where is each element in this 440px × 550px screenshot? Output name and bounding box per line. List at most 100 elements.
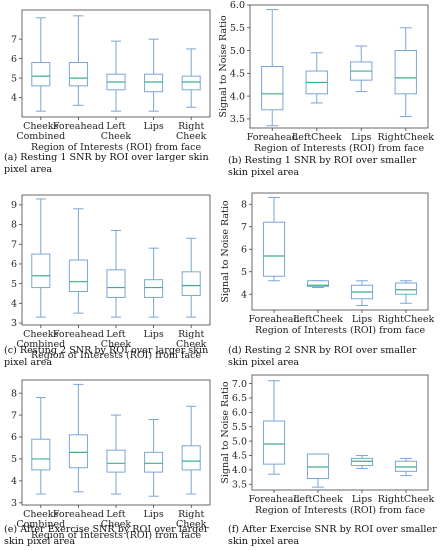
x-tick-label: Foreahead <box>248 314 299 325</box>
box-iqr <box>306 453 330 479</box>
box-iqr <box>181 445 201 471</box>
y-tick-label: 5.0 <box>232 436 247 447</box>
x-tick-label: Cheek <box>101 519 132 530</box>
chart-panel-4: 3 4 5 6 7 8 Signal to Noise Ratio CheeksCombine… <box>0 379 211 541</box>
box-iqr <box>181 75 201 91</box>
x-tick-label: Cheek <box>176 519 207 530</box>
y-tick-label: 4.0 <box>230 91 245 102</box>
y-tick-label: 9 <box>11 200 17 211</box>
x-tick-label: Right <box>178 329 204 340</box>
y-tick-label: 7.0 <box>232 379 247 390</box>
x-tick-label: Cheek <box>176 339 207 350</box>
x-tick-label: Combined <box>16 131 65 142</box>
plot-frame <box>251 374 429 491</box>
x-tick-label: Lips <box>352 494 372 505</box>
caption-e: (e) After Exercise SNR by ROI over large… <box>4 524 209 547</box>
y-tick-label: 6.0 <box>230 0 245 11</box>
x-tick-label: RightCheek <box>377 132 434 143</box>
y-axis-title: Signal to Noise Ratio <box>220 381 231 484</box>
chart-panel-2: 3 4 5 6 7 8 9 Signal to Noise Ratio CheeksCombin… <box>0 194 211 361</box>
y-tick-label: 3.5 <box>232 479 247 490</box>
box-iqr <box>68 259 88 293</box>
x-tick-label: Cheek <box>101 339 132 350</box>
caption-d: (d) Resting 2 SNR by ROI over smaller sk… <box>228 345 417 368</box>
x-tick-label: Lips <box>143 509 163 520</box>
y-tick-label: 6.5 <box>232 393 247 404</box>
y-tick-label: 4 <box>11 93 17 104</box>
x-tick-label: Lips <box>143 121 163 132</box>
box-iqr <box>394 50 417 95</box>
y-tick-label: 5 <box>11 279 17 290</box>
box-iqr <box>144 451 164 473</box>
x-tick-label: Combined <box>16 519 65 530</box>
box-iqr <box>144 73 164 93</box>
x-tick-label: Foreahead <box>247 132 298 143</box>
x-tick-label: RightCheek <box>378 314 435 325</box>
box-iqr <box>262 221 286 277</box>
chart-panel-3: 4 5 6 7 8 Signal to Noise Ratio ForeaheadLeftC… <box>220 192 435 336</box>
y-axis-title: Signal to Noise Ratio <box>218 15 229 118</box>
box-iqr <box>31 253 51 289</box>
x-axis-title: Region of Interests (ROI) from face <box>254 143 425 154</box>
x-tick-label: Cheeks <box>23 509 58 520</box>
y-tick-label: 8 <box>11 388 17 399</box>
x-tick-label: Cheek <box>176 131 207 142</box>
y-axis-title: Signal to Noise Ratio <box>220 200 231 303</box>
y-axis-title: Signal to Noise Ratio <box>0 12 1 115</box>
box-iqr <box>306 280 330 287</box>
caption-f: (f) After Exercise SNR by ROI over small… <box>228 524 437 547</box>
plot-frame <box>249 4 429 129</box>
y-tick-label: 4.0 <box>232 465 247 476</box>
x-tick-label: Right <box>178 121 204 132</box>
x-tick-label: Foreahead <box>53 509 104 520</box>
x-axis-title: Region of Interests (ROI) from face <box>31 142 202 153</box>
y-tick-label: 4.5 <box>232 451 247 462</box>
box-iqr <box>261 66 284 111</box>
box-iqr <box>106 449 126 473</box>
box-iqr <box>262 420 286 465</box>
x-tick-label: Foreahead <box>53 121 104 132</box>
y-tick-label: 5.0 <box>230 46 245 57</box>
y-tick-label: 3.5 <box>230 114 245 125</box>
x-axis-title: Region of Interests (ROI) from face <box>31 530 202 541</box>
x-tick-label: Lips <box>143 329 163 340</box>
x-tick-label: Right <box>178 509 204 520</box>
x-tick-label: Left <box>106 509 125 520</box>
x-tick-label: Cheeks <box>23 329 58 340</box>
x-tick-label: LeftCheek <box>293 314 343 325</box>
x-tick-label: Foreahead <box>53 329 104 340</box>
caption-c: (c) Resting 2 SNR by ROI over larger ski… <box>4 345 209 368</box>
y-tick-label: 3 <box>11 498 17 509</box>
y-tick-label: 7 <box>241 222 247 233</box>
x-axis-title: Region of Interests (ROI) from face <box>255 505 426 516</box>
x-tick-label: LeftCheek <box>293 494 343 505</box>
box-iqr <box>394 460 418 472</box>
x-tick-label: Combined <box>16 339 65 350</box>
y-tick-label: 7 <box>11 410 17 421</box>
y-tick-label: 6 <box>11 54 17 65</box>
y-tick-label: 8 <box>11 220 17 231</box>
x-tick-label: Left <box>106 329 125 340</box>
y-tick-label: 3 <box>11 318 17 329</box>
y-axis-title: Signal to Noise Ratio <box>0 391 1 494</box>
x-axis-title: Region of Interests (ROI) from face <box>255 325 426 336</box>
box-iqr <box>350 457 374 467</box>
y-tick-label: 6 <box>11 432 17 443</box>
box-iqr <box>31 438 51 471</box>
x-tick-label: Left <box>106 121 125 132</box>
x-tick-label: Foreahead <box>248 494 299 505</box>
y-axis-title: Signal to Noise Ratio <box>0 209 1 312</box>
y-tick-label: 7 <box>11 239 17 250</box>
chart-panel-0: 4 5 6 7 Signal to Noise Ratio CheeksCombinedF… <box>0 9 211 153</box>
box-iqr <box>181 271 201 296</box>
box-iqr <box>106 269 126 298</box>
x-tick-label: Cheek <box>101 131 132 142</box>
caption-a: (a) Resting 1 SNR by ROI over larger ski… <box>4 152 209 175</box>
y-tick-label: 5 <box>11 73 17 84</box>
y-tick-label: 5 <box>241 267 247 278</box>
box-iqr <box>394 282 418 295</box>
y-tick-label: 5 <box>11 454 17 465</box>
